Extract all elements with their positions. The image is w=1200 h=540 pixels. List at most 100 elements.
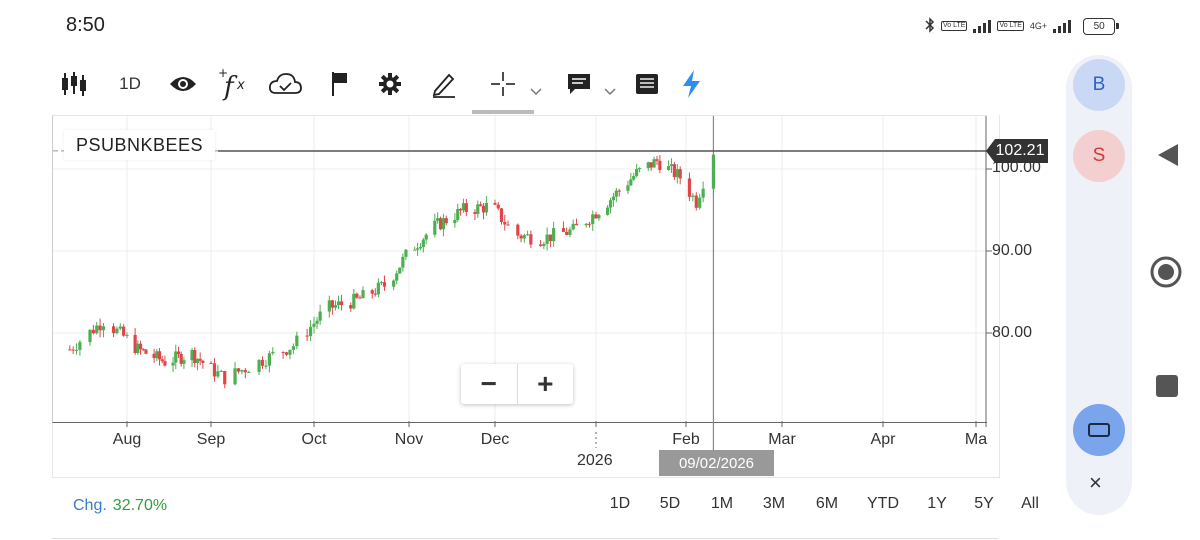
candle-body	[152, 353, 156, 359]
gear-icon[interactable]	[373, 64, 407, 104]
range-1d[interactable]: 1D	[609, 495, 631, 512]
candle-body	[355, 293, 359, 298]
candle	[95, 321, 99, 335]
candle-body	[456, 208, 460, 220]
candle	[503, 214, 507, 231]
comment-icon[interactable]	[562, 64, 596, 104]
candle	[401, 253, 405, 272]
svg-text:+: +	[218, 67, 228, 80]
candle	[88, 329, 92, 346]
candle	[436, 212, 440, 224]
candle	[626, 180, 630, 195]
interval-selector[interactable]: 1D	[119, 74, 141, 93]
candle-body	[655, 159, 659, 161]
buy-button[interactable]: B	[1073, 59, 1125, 111]
range-5y[interactable]: 5Y	[974, 495, 994, 512]
change-label: Chg.	[73, 497, 107, 514]
candle	[461, 198, 466, 213]
candle	[637, 167, 642, 173]
candle	[355, 292, 359, 300]
home-icon[interactable]	[1148, 254, 1184, 295]
candle-body	[271, 351, 275, 354]
candle	[288, 349, 292, 360]
candle	[305, 328, 309, 342]
candle-body	[687, 178, 692, 197]
candle	[370, 288, 374, 299]
candle	[506, 220, 510, 226]
candle-body	[464, 203, 468, 213]
candle	[373, 288, 377, 297]
window-icon	[1088, 423, 1110, 437]
zoom-out-button[interactable]: −	[461, 364, 518, 404]
candle-body	[182, 360, 186, 364]
fx-icon[interactable]: + f x	[216, 64, 250, 104]
range-1m[interactable]: 1M	[710, 495, 734, 512]
candlestick-icon[interactable]	[56, 64, 92, 104]
change-display: Chg. 32.70%	[73, 497, 167, 515]
range-ytd[interactable]: YTD	[867, 495, 899, 512]
candle-body	[433, 220, 437, 235]
candle	[421, 237, 425, 253]
chart-area[interactable]	[52, 115, 987, 423]
eye-icon[interactable]	[166, 64, 200, 104]
candle	[441, 213, 445, 237]
range-all[interactable]: All	[1021, 495, 1039, 512]
recents-icon[interactable]	[1148, 373, 1184, 404]
close-panel-button[interactable]: ×	[1089, 470, 1102, 495]
list-icon[interactable]	[630, 64, 664, 104]
candle-body	[176, 351, 181, 354]
price-chart[interactable]	[0, 0, 1000, 480]
candle	[176, 346, 181, 359]
candle	[260, 356, 265, 369]
pencil-icon[interactable]	[426, 64, 462, 104]
crosshair-icon[interactable]	[486, 64, 520, 104]
candle	[136, 340, 140, 355]
candle-body	[318, 311, 322, 321]
window-mode-button[interactable]	[1073, 404, 1125, 456]
candle	[658, 155, 662, 174]
candle	[358, 295, 362, 299]
sell-button[interactable]: S	[1073, 130, 1125, 182]
candle-body	[611, 196, 616, 201]
crosshair-dropdown-icon[interactable]	[529, 72, 543, 112]
cloud-icon[interactable]	[266, 64, 304, 104]
range-1y[interactable]: 1Y	[927, 495, 947, 512]
candle	[649, 162, 653, 171]
candle	[219, 369, 223, 372]
zoom-in-button[interactable]: +	[537, 368, 554, 399]
flag-icon[interactable]	[322, 64, 356, 104]
candle-body	[694, 195, 698, 208]
candle-body	[594, 214, 598, 219]
symbol-label: PSUBNKBEES	[64, 130, 216, 160]
candle-body	[111, 326, 116, 334]
candle-body	[481, 205, 486, 213]
candle	[160, 356, 164, 364]
candle	[247, 370, 251, 373]
range-6m[interactable]: 6M	[815, 495, 839, 512]
candle-body	[678, 169, 682, 179]
candle-body	[691, 195, 695, 197]
candle	[376, 278, 380, 298]
range-selector: 1D 5D 1M 3M 6M YTD 1Y 5Y All	[600, 495, 1050, 513]
y-tick-90: 90.00	[992, 242, 1033, 259]
candle	[155, 348, 159, 362]
range-3m[interactable]: 3M	[762, 495, 786, 512]
candle	[281, 351, 285, 359]
candle-body	[637, 167, 642, 169]
candle	[584, 222, 588, 228]
candle-body	[339, 301, 344, 306]
candle	[271, 347, 275, 356]
candle-body	[216, 371, 220, 377]
candle	[444, 215, 448, 226]
comment-dropdown-icon[interactable]	[603, 72, 617, 112]
x-tick-may: Ma	[964, 431, 988, 448]
candle	[608, 197, 613, 214]
back-icon[interactable]	[1148, 142, 1182, 173]
x-tick-dec: Dec	[480, 431, 510, 448]
candle-body	[499, 208, 504, 222]
last-price-tag: 102.21	[986, 139, 1048, 163]
candle-body	[240, 370, 244, 372]
range-5d[interactable]: 5D	[659, 495, 681, 512]
candle-body	[136, 343, 140, 353]
lightning-icon[interactable]	[674, 64, 708, 104]
